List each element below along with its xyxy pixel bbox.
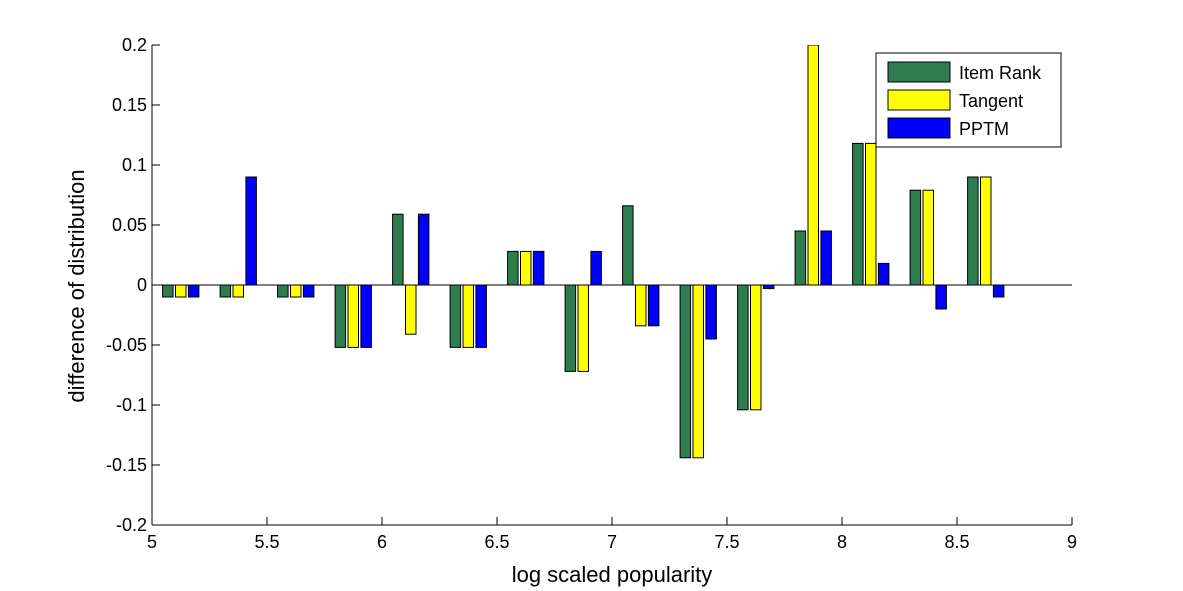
legend-swatch-tangent [887,89,951,111]
y-tick-label: 0.05 [112,215,147,235]
x-tick-label: 6 [377,532,387,552]
bars [162,45,1005,459]
bar-pptm-0 [187,284,200,298]
x-tick-label: 8.5 [944,532,969,552]
plot-area [162,45,1005,459]
bar-pptm-14 [992,284,1005,298]
x-tick-label: 9 [1067,532,1077,552]
bar-pptm-12 [877,262,890,286]
x-axis-label: log scaled popularity [512,562,713,587]
bar-tangent-0 [175,284,187,298]
bar-item-rank-10 [737,284,749,411]
bar-tangent-6 [520,250,532,286]
x-tick-label: 6.5 [484,532,509,552]
bar-item-rank-5 [449,284,462,348]
bar-pptm-7 [590,250,602,286]
bar-pptm-4 [417,213,430,286]
y-tick-label: -0.15 [106,455,147,475]
legend: Item Rank Tangent PPTM [875,52,1062,148]
bar-tangent-1 [232,284,244,298]
x-tick-label: 5.5 [254,532,279,552]
bar-pptm-5 [475,284,487,348]
bar-pptm-11 [820,230,832,286]
y-tick-label: 0.15 [112,95,147,115]
bar-item-rank-11 [794,230,807,286]
bar-item-rank-0 [162,284,174,298]
bar-pptm-9 [705,284,717,340]
bar-item-rank-7 [564,284,577,372]
bar-tangent-8 [635,284,647,327]
y-tick-label: 0 [137,275,147,295]
y-tick-label: 0.1 [122,155,147,175]
bar-item-rank-2 [277,284,289,298]
legend-label-pptm: PPTM [959,119,1009,139]
axes: 5 5.5 6 6.5 7 7.5 8 8.5 9 -0.2 -0.15 -0.1 -0.05 0 0.05… [106,35,1077,552]
bar-tangent-12 [865,142,877,286]
bar-tangent-7 [577,284,589,372]
x-tick-label: 7 [607,532,617,552]
y-tick-label: -0.1 [116,395,147,415]
bar-pptm-13 [935,284,947,310]
bar-tangent-5 [462,284,474,348]
bar-item-rank-3 [334,284,347,348]
bar-item-rank-1 [219,284,232,298]
legend-swatch-pptm [887,117,951,139]
bar-pptm-10 [762,284,775,290]
x-tick-label: 8 [837,532,847,552]
bar-tangent-10 [750,284,762,411]
legend-swatch-item-rank [887,61,951,83]
bar-pptm-3 [360,284,372,348]
legend-label-item-rank: Item Rank [959,63,1042,83]
bar-item-rank-6 [507,250,519,286]
x-tick-label: 7.5 [714,532,739,552]
bar-tangent-11 [807,45,819,286]
y-tick-label: 0.2 [122,35,147,55]
bar-item-rank-4 [392,213,404,286]
bar-tangent-3 [347,284,359,348]
bar-tangent-13 [922,189,934,286]
bar-item-rank-12 [852,142,864,286]
bar-pptm-8 [647,284,660,327]
legend-label-tangent: Tangent [959,91,1023,111]
bar-item-rank-13 [909,189,922,286]
bar-tangent-4 [405,284,417,335]
bar-pptm-1 [245,176,257,286]
bar-tangent-2 [290,284,302,298]
bar-tangent-14 [980,176,992,286]
bar-item-rank-9 [679,284,692,459]
bar-item-rank-14 [967,176,979,286]
bar-pptm-2 [302,284,315,298]
bar-pptm-6 [532,250,545,286]
bar-item-rank-8 [622,205,634,286]
y-tick-label: -0.2 [116,515,147,535]
y-axis-label: difference of distribution [64,169,89,402]
x-tick-label: 5 [147,532,157,552]
bar-tangent-9 [692,284,704,459]
y-tick-label: -0.05 [106,335,147,355]
